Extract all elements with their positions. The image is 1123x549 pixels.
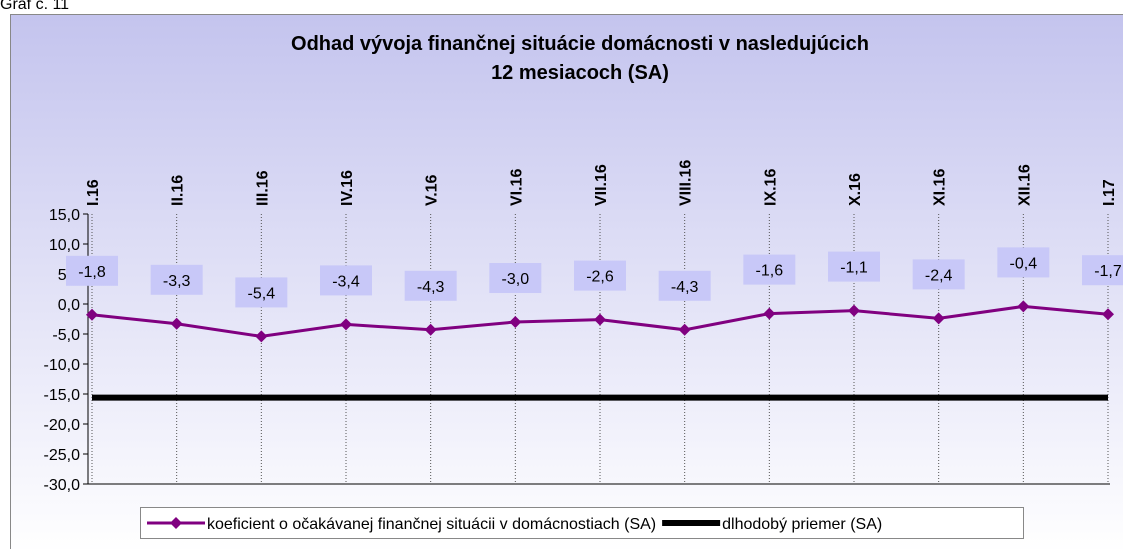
value-label: -4,3 [671, 279, 699, 296]
x-tick-label: I.16 [85, 179, 102, 206]
legend-label: dlhodobý priemer (SA) [722, 516, 882, 533]
marker [255, 330, 268, 343]
y-tick-label: -30,0 [44, 477, 81, 494]
value-label: -3,4 [332, 273, 360, 290]
legend-label: koeficient o očakávanej finančnej situác… [207, 516, 656, 533]
value-label: -0,4 [1010, 255, 1038, 272]
x-tick-label: VI.16 [508, 169, 525, 206]
marker [340, 318, 352, 331]
chart-title: 12 mesiacoch (SA) [491, 62, 669, 84]
y-tick-label: 10,0 [49, 237, 80, 254]
value-label: -3,3 [163, 273, 191, 290]
y-tick-label: -15,0 [44, 387, 81, 404]
x-tick-label: II.16 [170, 175, 187, 206]
value-label: -4,3 [417, 279, 445, 296]
value-label-box [235, 277, 288, 308]
y-tick-label: -25,0 [44, 447, 81, 464]
marker [848, 304, 860, 317]
value-label-box [150, 264, 203, 295]
x-tick-label: I.17 [1101, 179, 1118, 206]
x-tick-label: XII.16 [1016, 164, 1033, 206]
y-tick-label: 0,0 [58, 297, 80, 314]
marker [1102, 308, 1114, 321]
x-tick-label: X.16 [847, 173, 864, 206]
value-label: -5,4 [248, 285, 276, 302]
y-tick-label: -10,0 [44, 357, 81, 374]
value-label-box [66, 255, 118, 286]
marker [170, 317, 183, 330]
value-label: -2,6 [586, 269, 614, 286]
marker [86, 308, 98, 321]
value-label: -3,0 [502, 271, 530, 288]
value-label-box [320, 265, 372, 296]
marker [1017, 300, 1030, 313]
value-label-box [658, 270, 711, 301]
marker [424, 323, 437, 336]
x-tick-label: VII.16 [593, 164, 610, 206]
x-tick-label: V.16 [424, 174, 441, 206]
value-label: -2,4 [925, 267, 953, 284]
y-tick-label: -5,0 [52, 327, 80, 344]
legend-box [140, 507, 1024, 539]
x-tick-label: III.16 [254, 170, 271, 206]
caption: Graf č. 11 [0, 0, 69, 13]
value-label-box [912, 259, 965, 290]
y-tick-label: 15,0 [49, 207, 80, 224]
value-label-box [997, 247, 1050, 278]
x-tick-label: IV.16 [339, 170, 356, 206]
chart-title: Odhad vývoja finančnej situácie domácnos… [291, 33, 869, 55]
marker [763, 307, 776, 320]
value-label-box [828, 251, 880, 282]
value-label: -1,8 [78, 264, 106, 281]
value-label: -1,7 [1094, 263, 1122, 280]
value-label: -1,1 [840, 260, 868, 277]
value-label: -1,6 [756, 263, 784, 280]
value-label-box [574, 260, 626, 291]
value-label-box [743, 254, 796, 285]
x-tick-label: VIII.16 [678, 160, 695, 206]
x-tick-label: XI.16 [932, 169, 949, 206]
marker [678, 323, 691, 336]
value-label-box [1082, 255, 1123, 286]
value-label-box [489, 263, 542, 293]
marker [509, 316, 522, 328]
legend-marker [170, 517, 182, 529]
y-tick-label: -20,0 [44, 417, 81, 434]
marker [594, 313, 606, 326]
x-tick-label: IX.16 [762, 169, 779, 206]
marker [932, 312, 945, 325]
value-label-box [404, 270, 457, 301]
